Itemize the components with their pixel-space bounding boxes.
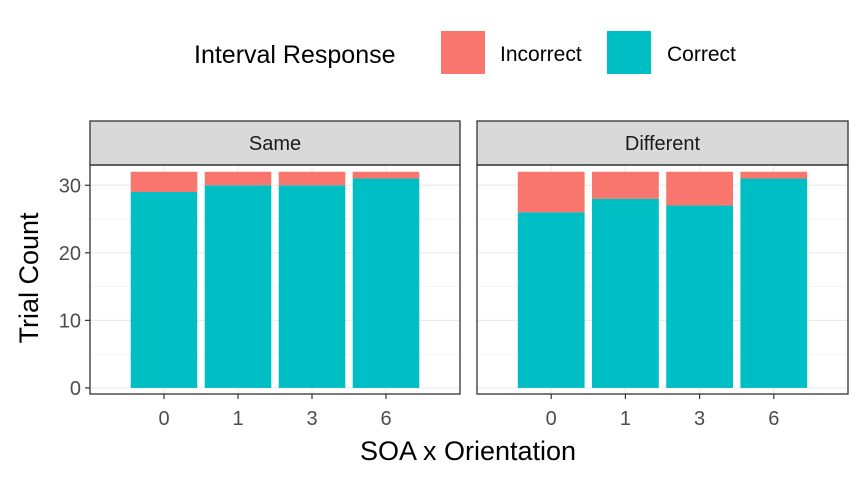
- y-axis-title: Trial Count: [14, 212, 44, 344]
- legend-label-incorrect: Incorrect: [500, 43, 582, 66]
- legend-label-correct: Correct: [667, 43, 736, 66]
- x-tick-label: 0: [546, 408, 557, 430]
- facet-strip-label: Different: [625, 133, 701, 155]
- x-tick-label: 3: [694, 408, 705, 430]
- x-tick-label: 6: [380, 408, 391, 430]
- bar-correct-0: [517, 212, 585, 388]
- bar-correct-6: [352, 178, 420, 388]
- y-tick-label: 10: [59, 310, 81, 332]
- bar-incorrect-0: [130, 171, 198, 193]
- bar-correct-1: [204, 185, 272, 388]
- legend: Interval Response Incorrect Correct: [194, 31, 736, 74]
- bar-correct-6: [740, 178, 808, 388]
- bar-correct-0: [130, 192, 198, 388]
- x-axis-title: SOA x Orientation: [360, 436, 576, 466]
- facet-panel-different: Different 0 1 3 6: [476, 120, 849, 430]
- bar-incorrect-6: [352, 171, 420, 179]
- bar-incorrect-6: [740, 171, 808, 179]
- facet-strip-label: Same: [249, 133, 301, 155]
- x-tick-label: 0: [158, 408, 169, 430]
- y-tick-label: 30: [59, 175, 81, 197]
- bar-incorrect-0: [517, 171, 585, 213]
- y-tick-label: 0: [70, 378, 81, 400]
- bar-correct-3: [666, 205, 733, 388]
- panel-border: [476, 164, 849, 395]
- bar-incorrect-1: [204, 171, 272, 186]
- facet-strip: [476, 120, 849, 166]
- x-tick-label: 6: [768, 408, 779, 430]
- facet-panels: Same 0 1 3 6 0 10 20 30 Different 0 1 3 6: [59, 120, 849, 430]
- legend-key-incorrect: [441, 31, 485, 74]
- x-tick-label: 1: [620, 408, 631, 430]
- bar-correct-3: [278, 185, 346, 388]
- legend-title: Interval Response: [194, 41, 396, 69]
- bar-incorrect-3: [666, 171, 733, 206]
- bar-incorrect-1: [592, 171, 659, 199]
- facet-strip: [89, 120, 461, 166]
- y-tick-label: 20: [59, 243, 81, 265]
- facet-panel-same: Same 0 1 3 6 0 10 20 30: [59, 120, 461, 430]
- x-tick-label: 3: [306, 408, 317, 430]
- bar-incorrect-3: [278, 171, 346, 186]
- bar-correct-1: [592, 198, 659, 388]
- x-tick-label: 1: [232, 408, 243, 430]
- panel-border: [89, 164, 461, 395]
- legend-key-correct: [607, 31, 651, 74]
